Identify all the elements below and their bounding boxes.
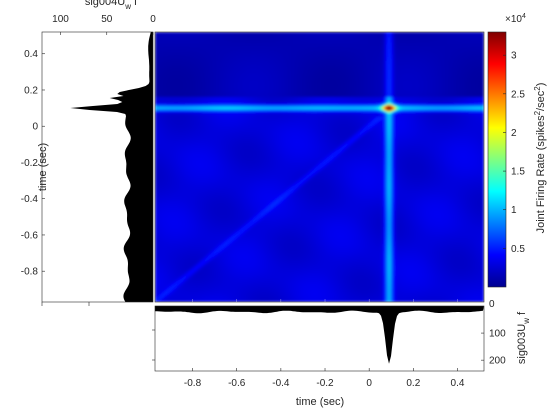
colorbar-label: Joint Firing Rate (spikes2/sec2) (533, 83, 547, 234)
left-histogram-frame (41, 31, 154, 303)
left-histogram-area (70, 32, 153, 302)
x-tick-label: 0 (366, 378, 372, 389)
y-tick-label: -0.4 (21, 194, 39, 205)
colorbar-multiplier: ×104 (505, 13, 526, 25)
bottom-histogram: -0.8 -0.6 -0.4 -0.2 0 0.2 0.4 100 200 0 time (se… (152, 299, 531, 408)
y-tick-label: 0 (32, 122, 38, 133)
left-hist-tick-label: 50 (101, 14, 113, 25)
y-tick-label: -0.2 (21, 158, 39, 169)
x-tick-label: -0.2 (316, 378, 334, 389)
colorbar-tick-label: 2.5 (511, 89, 525, 100)
left-histogram-ylabel: time (sec) (37, 143, 49, 191)
x-tick-label: -0.4 (272, 378, 290, 389)
bottom-histogram-frame (154, 305, 485, 372)
colorbar-tick-label: 0.5 (511, 244, 525, 255)
heatmap-panel (154, 31, 485, 303)
left-histogram: 100 50 0 0.4 0.2 0 -0.2 -0.4 -0.6 -0.8 sig004Uw … (21, 0, 156, 306)
y-tick-label: -0.6 (21, 230, 39, 241)
bottom-hist-zero-label: 0 (489, 299, 495, 310)
bottom-histogram-ylabel: sig003Uw f (516, 311, 531, 364)
x-tick-label: 0.2 (406, 378, 420, 389)
colorbar-tick-label: 1 (511, 205, 517, 216)
bottom-hist-tick-label: 100 (489, 329, 506, 340)
bottom-histogram-area (155, 306, 484, 364)
colorbar-tick-label: 2 (511, 128, 517, 139)
colorbar: 3 2.5 2 1.5 1 0.5 ×104 Joint Firing Rate (spi… (487, 13, 547, 288)
bottom-histogram-xlabel: time (sec) (296, 396, 344, 408)
colorbar-tick-label: 1.5 (511, 167, 525, 178)
colorbar-gradient (487, 31, 507, 288)
heatmap-frame (154, 31, 485, 303)
y-tick-label: 0.2 (24, 85, 38, 96)
x-tick-label: 0.4 (451, 378, 465, 389)
colorbar-tick-label: 3 (511, 51, 517, 62)
left-hist-tick-label: 0 (150, 14, 156, 25)
left-histogram-title: sig004Uw f (85, 0, 138, 11)
y-tick-label: -0.8 (21, 267, 39, 278)
x-tick-label: -0.8 (184, 378, 202, 389)
y-tick-label: 0.4 (24, 49, 38, 60)
left-hist-tick-label: 100 (52, 14, 69, 25)
heatmap-image (155, 32, 484, 302)
x-tick-label: -0.6 (228, 378, 246, 389)
bottom-hist-tick-label: 200 (489, 356, 506, 367)
